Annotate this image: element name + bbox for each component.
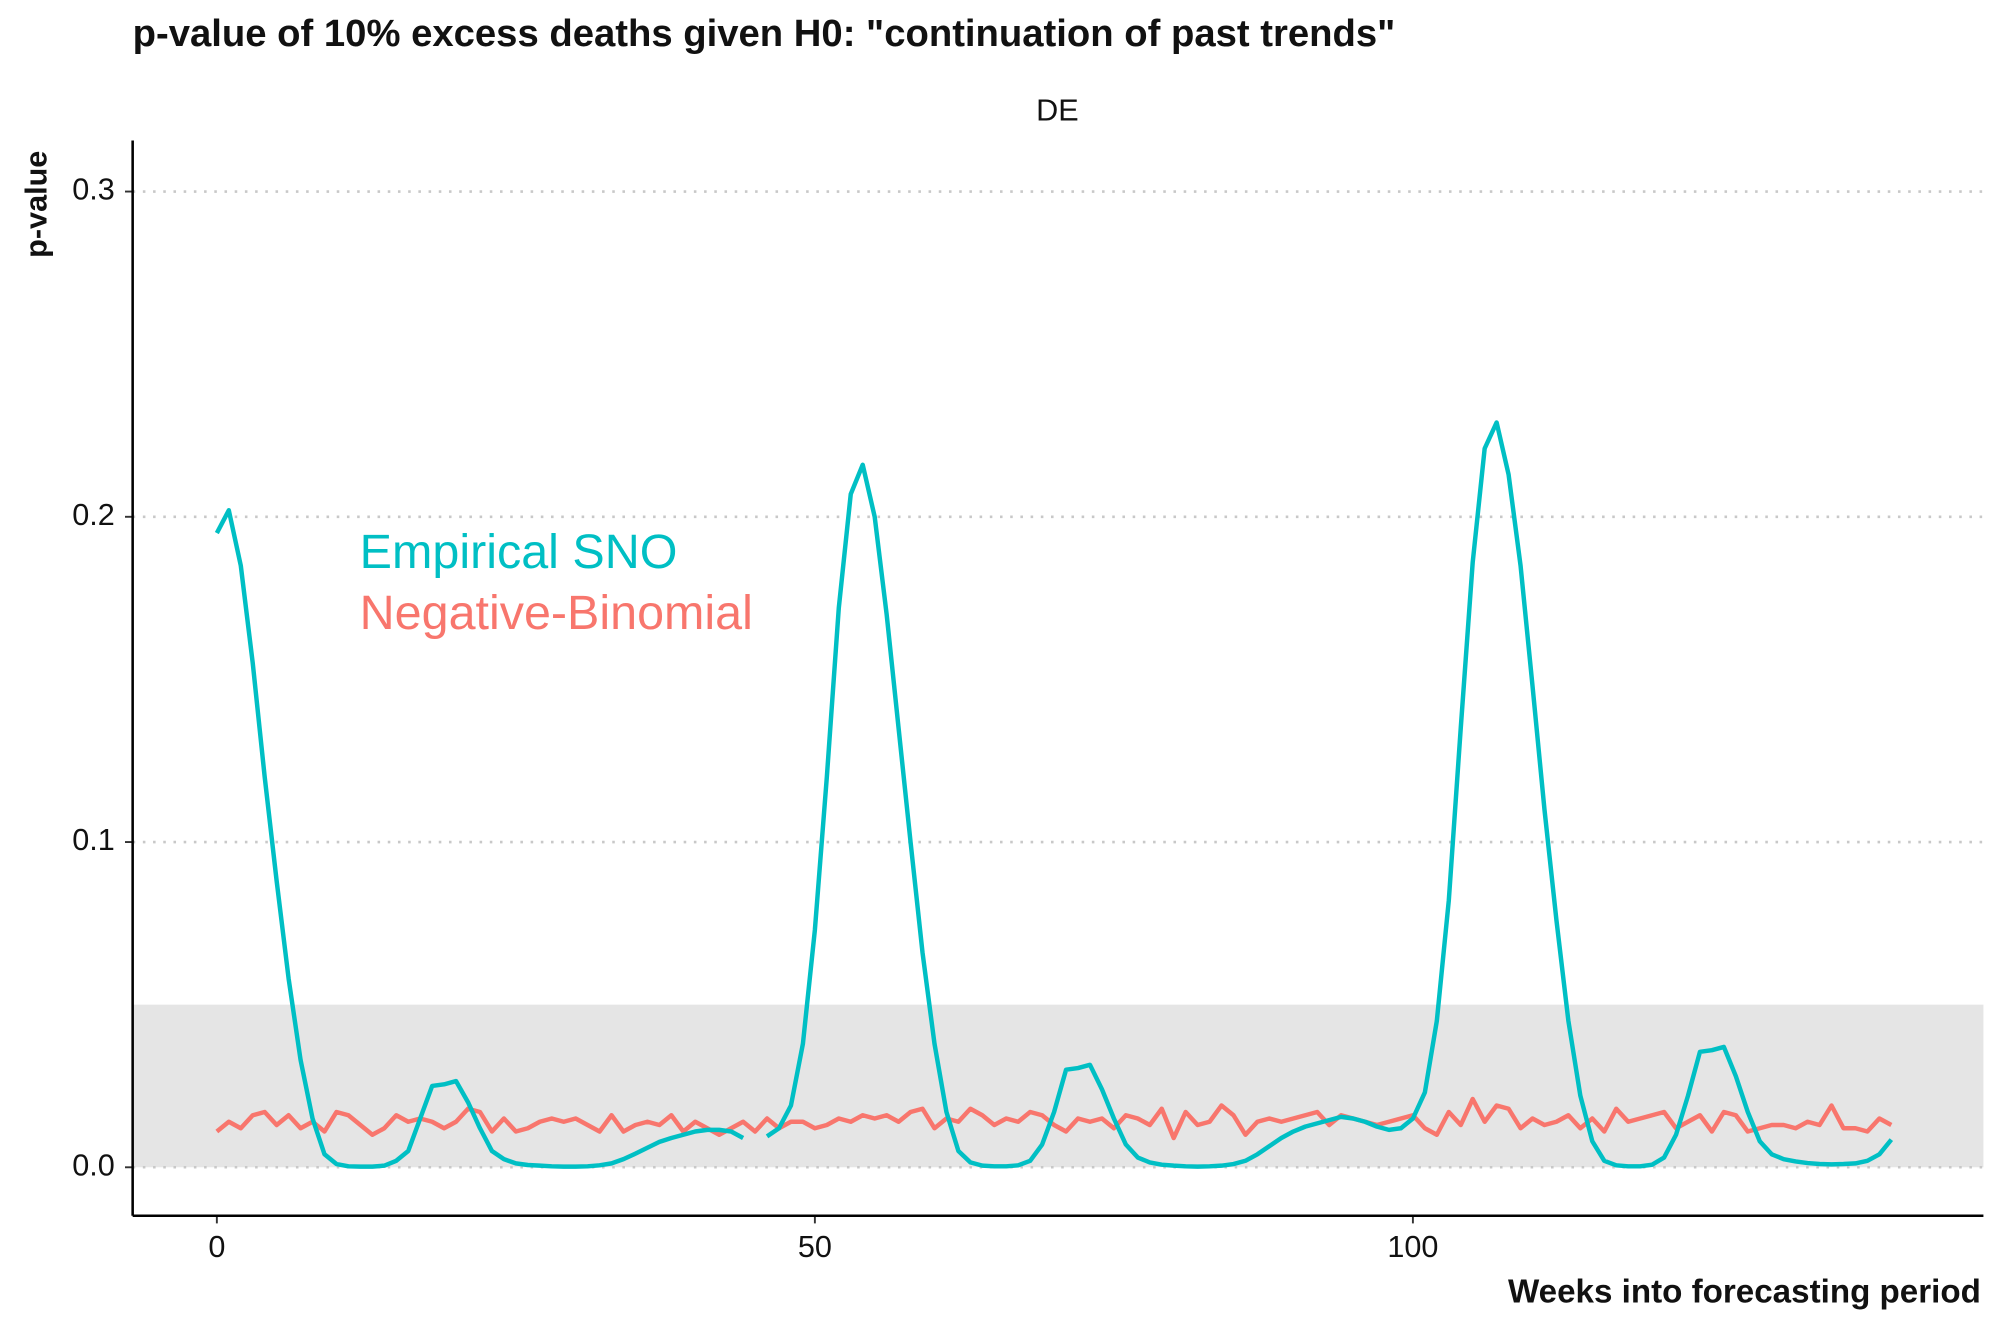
line [215,1096,1893,1141]
x-tick-label: 0 [208,1230,225,1264]
line [214,420,1894,1169]
panel-title: DE [1036,94,1079,128]
legend-label: Negative-Binomial [360,586,753,640]
legend-label: Empirical SNO [360,525,678,579]
y-tick-label: 0.3 [72,173,115,207]
y-axis-label: p-value [19,151,53,258]
x-tick-label: 50 [798,1230,832,1264]
x-axis-label: Weeks into forecasting period [1508,1273,1981,1310]
chart-title: p-value of 10% excess deaths given H0: "… [133,12,1396,55]
x-tick-label: 100 [1387,1230,1438,1264]
y-tick-label: 0.2 [72,498,115,532]
y-tick-label: 0.0 [72,1148,115,1182]
y-tick-label: 0.1 [72,823,115,857]
